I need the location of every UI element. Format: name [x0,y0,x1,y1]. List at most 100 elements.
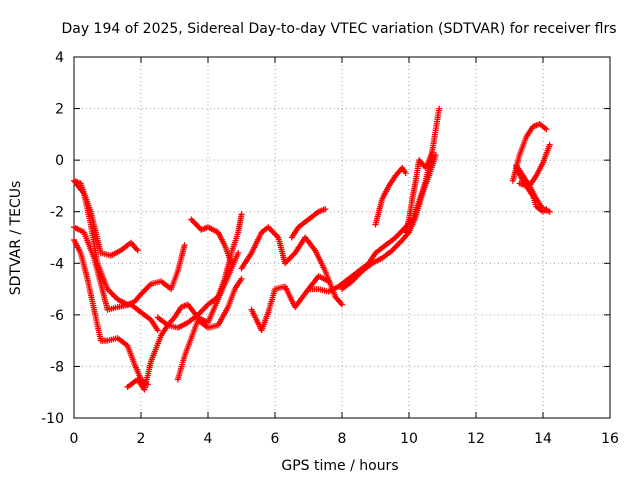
y-tick-label: 4 [55,50,64,66]
data-point [421,192,424,195]
data-point [435,154,437,156]
data-point [314,249,317,252]
data-point [227,306,229,308]
data-point [106,308,109,311]
y-tick-label: -8 [50,359,64,375]
data-point [391,249,394,252]
data-point [116,337,119,339]
data-point [150,360,152,363]
data-point [317,210,320,213]
series-markers [248,273,332,334]
data-point [337,285,340,288]
data-point [156,316,159,319]
series-trace [71,224,161,334]
data-point [197,319,199,321]
y-tick-label: 0 [55,153,64,169]
data-point [79,182,82,185]
series-trace [71,237,151,388]
data-point [217,296,219,298]
data-point [327,290,330,293]
data-point [374,252,377,254]
data-point [388,185,390,187]
data-point [418,159,420,161]
data-point [351,280,353,283]
data-point [535,198,538,200]
data-point [518,154,521,156]
x-tick-label: 14 [534,431,552,447]
x-tick-label: 10 [400,431,418,447]
data-point [130,241,132,244]
data-point [240,267,243,270]
data-point [414,179,417,182]
data-point [414,216,417,218]
x-tick-label: 4 [204,431,213,447]
x-tick-label: 16 [601,431,619,447]
data-point [394,236,397,239]
data-point [173,316,176,319]
series-markers [372,164,409,228]
data-point [297,226,300,228]
data-point [535,205,538,208]
y-tick-label: -6 [50,308,64,324]
data-point [150,319,152,321]
data-point [347,277,350,280]
x-axis-label: GPS time / hours [281,458,398,474]
data-point [200,228,203,231]
data-point [100,339,102,342]
data-point [408,218,410,221]
data-point [404,172,407,174]
data-point [89,210,92,213]
data-point [237,231,239,234]
data-point [207,303,209,306]
data-point [542,208,544,210]
data-point [284,262,286,265]
data-point [106,339,109,342]
data-point [401,239,404,241]
x-tick-label: 2 [137,431,146,447]
data-point [106,288,109,290]
series-trace [288,206,329,241]
data-point [207,226,209,228]
data-point [177,270,179,272]
data-point [277,236,280,239]
data-point [515,164,517,167]
data-point [274,288,276,290]
x-tick-labels: 0 2 4 6 8 10 12 14 16 [70,431,619,447]
data-point [240,213,243,216]
data-point [180,306,182,308]
data-point [100,252,102,254]
data-point [371,262,373,265]
data-point [317,275,320,277]
data-point [512,179,514,182]
data-point [140,293,142,296]
data-point [381,257,384,259]
data-point [404,231,407,234]
series-trace [372,164,409,228]
data-point [290,236,293,239]
axis-ticks [73,56,611,419]
data-point [304,236,306,239]
data-point [401,167,404,169]
data-point [73,239,75,241]
data-point [136,249,139,252]
series-trace [509,121,550,184]
data-point [100,283,102,285]
data-point [187,303,189,306]
data-point [431,151,434,154]
data-point [438,107,440,110]
data-point [160,334,162,337]
data-point [133,363,136,365]
data-point [83,231,85,234]
data-point [133,301,136,303]
data-point [177,378,179,381]
data-point [167,324,169,326]
data-point [535,174,538,177]
data-point [542,161,544,164]
data-point [217,324,219,326]
y-tick-label: 2 [55,102,64,118]
data-point [307,288,310,290]
data-point [384,244,387,247]
data-point [334,296,337,298]
data-point [311,216,313,218]
data-point [93,257,95,259]
